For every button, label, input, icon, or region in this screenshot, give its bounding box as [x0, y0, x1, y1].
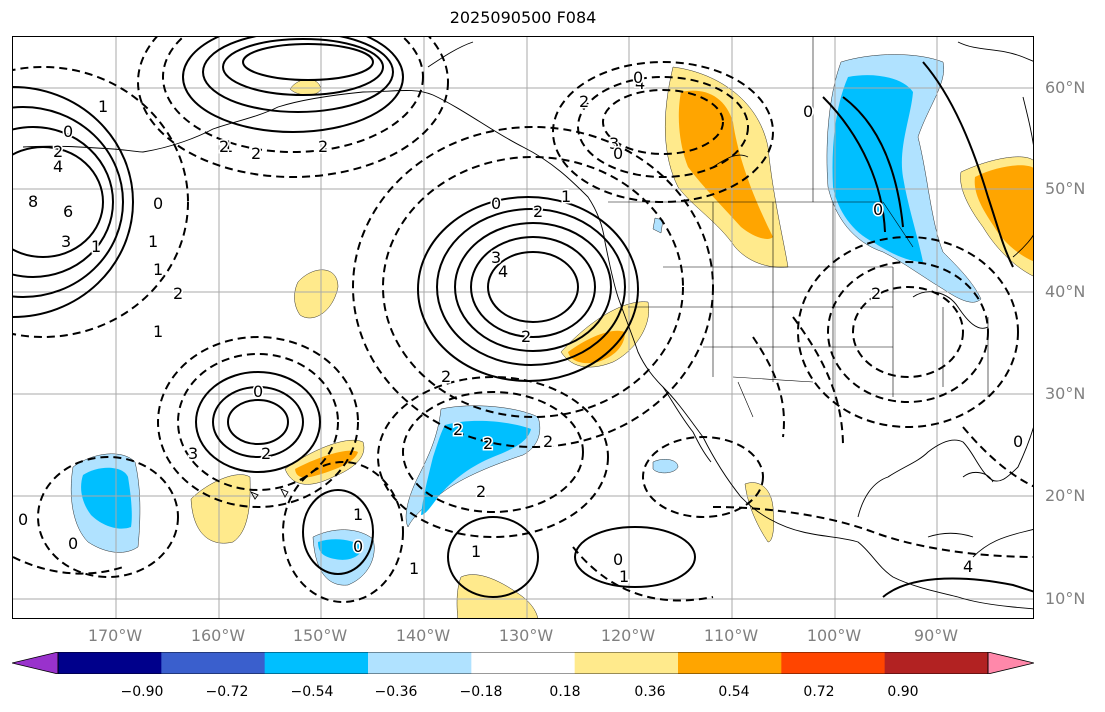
colorbar [12, 652, 1034, 674]
colorbar-tick: 0.54 [718, 684, 750, 700]
contour-label: 0 [491, 194, 501, 213]
contour-label: 2 [441, 367, 451, 386]
contour-label: 1 [148, 232, 158, 251]
contour-label: 3 [188, 444, 198, 463]
contour-label: 0 [803, 102, 813, 121]
contour-label: 2 [453, 420, 463, 439]
contour-label: 3 [61, 232, 71, 251]
lon-label-100w: 100°W [806, 626, 862, 645]
contour-label: 0 [63, 122, 73, 141]
colorbar-tick: −0.72 [205, 684, 249, 700]
contour-label: 1 [409, 559, 419, 578]
colorbar-bin [264, 652, 369, 674]
contour-label: 0 [68, 534, 78, 553]
contour-label: 1 [471, 542, 481, 561]
contour-label: 1 [98, 97, 108, 116]
lat-label-10n: 10°N [1045, 589, 1086, 608]
contour-label: 0 [353, 537, 363, 556]
colorbar-bin [368, 652, 472, 674]
colorbar-tick: −0.18 [459, 684, 503, 700]
contour-label: 2 [173, 284, 183, 303]
contour-label: 1 [353, 505, 363, 524]
colorbar-bin [884, 652, 989, 674]
colorbar-tick: 0.90 [887, 684, 919, 700]
contour-label: 1 [153, 322, 163, 341]
contour-label: 0 [153, 194, 163, 213]
lat-label-40n: 40°N [1045, 282, 1086, 301]
colorbar-tick: 0.18 [549, 684, 581, 700]
contour-label: 4 [498, 262, 508, 281]
shading-positive-strong [295, 90, 1033, 478]
contour-label: 2 [476, 482, 486, 501]
lat-label-60n: 60°N [1045, 78, 1086, 97]
contour-label: 6 [63, 202, 73, 221]
lon-label-140w: 140°W [395, 626, 451, 645]
colorbar-bin [781, 652, 886, 674]
lon-label-150w: 150°W [292, 626, 348, 645]
colorbar-bin [678, 652, 782, 674]
colorbar-tick: −0.54 [290, 684, 334, 700]
contour-label: 1 [619, 567, 629, 586]
contour-label: 8 [28, 192, 38, 211]
contour-label: 1 [561, 187, 571, 206]
shading-negative-strong [81, 75, 923, 560]
country-state-borders [608, 37, 989, 418]
contour-label: 4 [635, 74, 645, 93]
lat-label-30n: 30°N [1045, 384, 1086, 403]
contour-label: 0 [873, 200, 883, 219]
contour-label: 0 [253, 382, 263, 401]
contour-label: 2 [543, 432, 553, 451]
colorbar-bin [574, 652, 679, 674]
colorbar-tick: −0.90 [120, 684, 164, 700]
map-title: 2025090500 F084 [449, 8, 597, 27]
colorbar-bin [58, 652, 162, 674]
contour-label: 3 [609, 134, 619, 153]
lon-label-90w: 90°W [913, 626, 959, 645]
contour-label: 2 [871, 284, 881, 303]
contour-label: 2 [521, 327, 531, 346]
coastlines [22, 41, 1033, 610]
contour-label: 2 [579, 92, 589, 111]
contour-label: 2 [533, 202, 543, 221]
lon-label-160w: 160°W [190, 626, 246, 645]
colorbar-tick: 0.72 [803, 684, 835, 700]
contours-negative [13, 37, 1033, 603]
lat-label-50n: 50°N [1045, 179, 1086, 198]
colorbar-tick: 0.36 [634, 684, 666, 700]
contour-label: 2 [483, 434, 493, 453]
lon-label-130w: 130°W [498, 626, 554, 645]
lon-label-170w: 170°W [87, 626, 143, 645]
lon-label-120w: 120°W [600, 626, 656, 645]
contour-label: 2 [318, 137, 328, 156]
contour-label: 0 [613, 144, 623, 163]
contour-label: 1 [153, 260, 163, 279]
contour-label: 0 [633, 68, 643, 87]
contour-label: 1 [91, 237, 101, 256]
contour-label: 0 [613, 550, 623, 569]
lon-label-110w: 110°W [703, 626, 759, 645]
contour-label: 0 [1013, 432, 1023, 451]
graticule [13, 37, 1033, 618]
colorbar-bin [161, 652, 266, 674]
lat-label-20n: 20°N [1045, 486, 1086, 505]
colorbar-extend-max [988, 652, 1034, 674]
contour-label: 2 [53, 142, 63, 161]
colorbar-bin [471, 652, 576, 674]
contour-label: 0 [18, 510, 28, 529]
contour-label: 2 [251, 144, 261, 163]
contour-label: 4 [53, 157, 63, 176]
contour-label: 2 [219, 137, 229, 156]
contour-label: 2 [261, 444, 271, 463]
contour-label: 4 [963, 557, 973, 576]
contour-label: 1 [223, 137, 233, 156]
contour-label: 3 [491, 248, 501, 267]
colorbar-extend-min [12, 652, 58, 674]
colorbar-tick: −0.36 [374, 684, 418, 700]
